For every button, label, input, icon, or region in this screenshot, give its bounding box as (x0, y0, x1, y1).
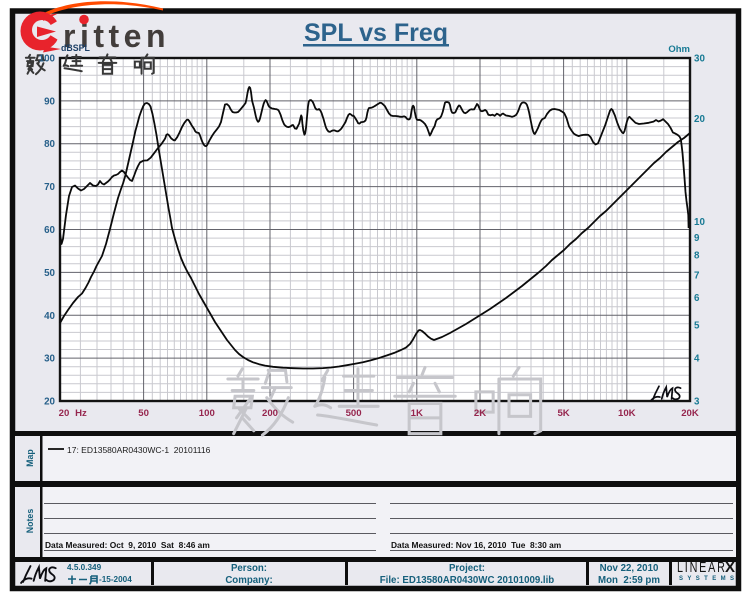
svg-text:17: ED13580AR0430WC-1 2010111: 17: ED13580AR0430WC-1 20101116 (67, 445, 211, 455)
svg-text:dBSPL: dBSPL (61, 43, 90, 53)
svg-text:-15-2004: -15-2004 (99, 575, 132, 584)
svg-text:6: 6 (694, 293, 700, 304)
svg-text:9: 9 (694, 233, 700, 244)
svg-text:7: 7 (694, 270, 700, 281)
svg-text:Map: Map (25, 449, 35, 467)
svg-text:Project:: Project: (449, 563, 485, 574)
svg-text:4: 4 (694, 354, 700, 365)
svg-text:30: 30 (44, 354, 55, 365)
svg-text:20: 20 (694, 114, 705, 125)
svg-text:Person:: Person: (231, 563, 267, 574)
svg-text:SYSTEMS: SYSTEMS (679, 576, 734, 582)
svg-text:2K: 2K (474, 408, 486, 419)
svg-text:40: 40 (44, 311, 55, 322)
svg-text:20K: 20K (681, 408, 699, 419)
svg-text:10K: 10K (618, 408, 636, 419)
svg-text:Notes: Notes (25, 509, 35, 534)
svg-text:LINEAR: LINEAR (677, 558, 727, 575)
svg-text:5: 5 (694, 320, 700, 331)
svg-text:X: X (725, 559, 735, 576)
svg-text:30: 30 (694, 54, 705, 65)
svg-text:ritten: ritten (63, 18, 170, 54)
svg-text:50: 50 (44, 268, 55, 279)
svg-text:Company:: Company: (225, 575, 272, 586)
svg-text:Nov 22, 2010: Nov 22, 2010 (600, 563, 659, 574)
svg-text:200: 200 (262, 408, 278, 419)
svg-text:3: 3 (694, 397, 700, 408)
svg-text:Mon 2:59 pm: Mon 2:59 pm (598, 575, 660, 586)
svg-text:File: ED13580AR0430WC 20101009: File: ED13580AR0430WC 20101009.lib (380, 575, 555, 586)
svg-text:50: 50 (138, 408, 149, 419)
svg-text:4.5.0.349: 4.5.0.349 (67, 563, 102, 572)
svg-text:Data Measured: Nov 16, 2010 T: Data Measured: Nov 16, 2010 Tue 8:30 am (391, 540, 561, 550)
svg-text:1K: 1K (411, 408, 423, 419)
svg-text:Data Measured: Oct 9, 2010 S: Data Measured: Oct 9, 2010 Sat 8:46 am (45, 540, 210, 550)
svg-text:Hz: Hz (75, 408, 87, 419)
svg-text:10: 10 (694, 217, 705, 228)
svg-text:Ohm: Ohm (668, 44, 690, 55)
svg-text:100: 100 (39, 54, 56, 65)
svg-text:8: 8 (694, 250, 700, 261)
svg-text:70: 70 (44, 182, 55, 193)
svg-text:100: 100 (199, 408, 215, 419)
svg-text:20: 20 (44, 397, 55, 408)
svg-text:60: 60 (44, 225, 55, 236)
svg-text:80: 80 (44, 139, 55, 150)
svg-text:SPL vs Freq: SPL vs Freq (304, 19, 448, 47)
svg-text:5K: 5K (557, 408, 569, 419)
svg-text:500: 500 (346, 408, 362, 419)
svg-text:90: 90 (44, 96, 55, 107)
svg-text:20: 20 (59, 408, 70, 419)
